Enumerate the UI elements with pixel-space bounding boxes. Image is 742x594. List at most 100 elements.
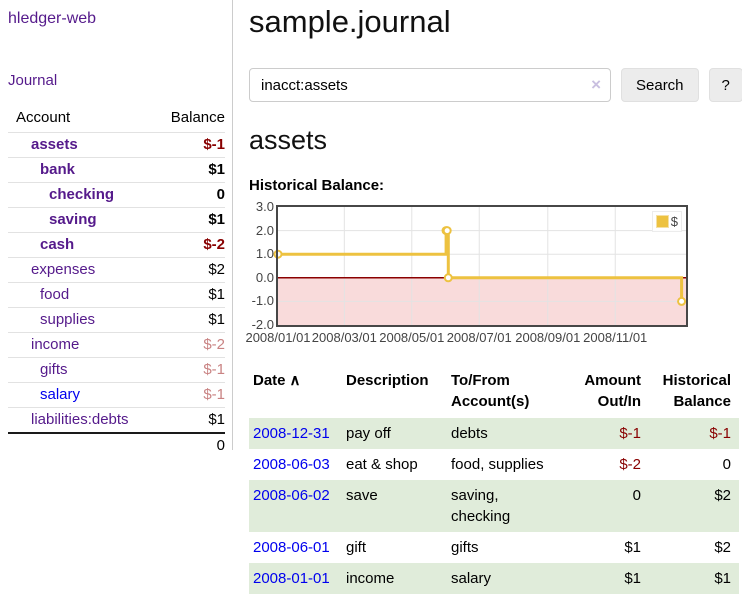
historical-balance-chart-svg [273, 205, 688, 327]
accounts-total-row: 0 [8, 432, 225, 457]
y-axis-tick-label: 2.0 [255, 222, 274, 238]
account-row: checking 0 [8, 182, 225, 208]
transaction-accounts-line: checking [451, 508, 511, 525]
transaction-row: 2008-06-02 save saving, checking 0 $2 [249, 480, 739, 532]
transaction-accounts-line: saving, [451, 487, 499, 504]
y-axis-tick-label: 3.0 [255, 199, 274, 214]
transaction-amount: $-2 [619, 456, 641, 473]
register-col-label: Description [346, 372, 429, 389]
nav-journal-link[interactable]: Journal [8, 72, 58, 89]
register-col-description[interactable]: Description [346, 366, 451, 418]
search-button[interactable]: Search [621, 68, 699, 102]
transaction-row: 2008-12-31 pay off debts $-1 $-1 [249, 418, 739, 449]
accounts-col-account: Account [16, 109, 71, 126]
account-row: bank $1 [8, 157, 225, 183]
transaction-description: pay off [346, 418, 451, 449]
sidebar-account-link[interactable]: liabilities:debts [31, 411, 129, 428]
account-row: cash $-2 [8, 232, 225, 258]
search-help-button[interactable]: ? [708, 68, 742, 102]
chart-y-labels: 3.0 2.0 1.0 0.0 -1.0 -2.0 [249, 200, 274, 332]
account-balance: $2 [157, 257, 225, 283]
sidebar-account-link[interactable]: food [40, 286, 70, 303]
transaction-amount: $1 [624, 539, 641, 556]
account-balance: $-1 [157, 132, 225, 158]
register-col-label: Date [253, 372, 286, 389]
register-col-label: Amount [584, 372, 641, 389]
sidebar-account-link[interactable]: income [31, 336, 80, 353]
transaction-date-link[interactable]: 2008-01-01 [253, 570, 330, 587]
account-balance: $1 [157, 407, 225, 433]
account-balance: $1 [157, 307, 225, 333]
sidebar-account-link[interactable]: assets [31, 136, 78, 153]
transaction-balance: $2 [714, 539, 731, 556]
sidebar-account-link[interactable]: gifts [40, 361, 68, 378]
x-axis-tick-label: 2008/05/01 [379, 330, 445, 345]
register-col-to/from-account(s)[interactable]: To/From Account(s) [451, 366, 577, 418]
transaction-date-link[interactable]: 2008-06-03 [253, 456, 330, 473]
account-row: gifts $-1 [8, 357, 225, 383]
clear-search-icon[interactable]: × [591, 75, 601, 94]
transaction-date-link[interactable]: 2008-12-31 [253, 425, 330, 442]
x-axis-tick-label: 2008/09/01 [515, 330, 581, 345]
account-row: liabilities:debts $1 [8, 407, 225, 433]
transaction-balance: 0 [722, 456, 731, 473]
register-col-amount-out/in[interactable]: Amount Out/In [577, 366, 649, 418]
search-bar: × Search ? [249, 68, 742, 102]
sidebar-account-link[interactable]: salary [40, 386, 81, 403]
page-title: sample.journal [249, 4, 451, 39]
transaction-balance: $1 [649, 563, 739, 594]
account-balance: 0 [157, 182, 225, 208]
sidebar-account-link[interactable]: bank [40, 161, 76, 178]
transaction-date-link[interactable]: 2008-06-01 [253, 539, 330, 556]
transaction-description: gift [346, 539, 367, 556]
sidebar-account-link[interactable]: expenses [31, 261, 96, 278]
historical-balance-chart: 3.0 2.0 1.0 0.0 -1.0 -2.0 $ 2008/01/01 2008/03… [245, 200, 695, 348]
account-row: assets $-1 [8, 132, 225, 158]
sort-ascending-icon: ∧ [289, 372, 301, 389]
accounts-total-spacer [8, 432, 158, 457]
account-row: food $1 [8, 282, 225, 308]
x-axis-tick-label: 2008/07/01 [446, 330, 512, 345]
y-axis-tick-label: 0.0 [255, 269, 274, 285]
y-axis-tick-label: 1.0 [255, 246, 274, 262]
account-heading: assets [249, 125, 328, 155]
register-col-label: To/From [451, 372, 510, 389]
account-row: saving $1 [8, 207, 225, 233]
transaction-accounts: food, supplies [451, 449, 577, 480]
sidebar-account-link[interactable]: saving [49, 211, 97, 228]
sidebar-account-link[interactable]: checking [49, 186, 115, 203]
transaction-balance: $-1 [649, 418, 739, 449]
account-row: supplies $1 [8, 307, 225, 333]
transaction-accounts: debts [451, 418, 577, 449]
account-balance: $-1 [157, 382, 225, 408]
account-row: income $-2 [8, 332, 225, 358]
transaction-balance: $2 [649, 480, 739, 532]
transaction-row: 2008-01-01 income salary $1 $1 [249, 563, 739, 594]
app-title-link[interactable]: hledger-web [8, 10, 97, 27]
account-balance: $1 [157, 157, 225, 183]
search-input[interactable] [249, 68, 611, 102]
accounts-col-balance: Balance [170, 109, 225, 126]
transaction-row: 2008-06-03 eat & shop food, supplies $-2 0 [249, 449, 739, 480]
register-col-historical-balance[interactable]: Historical Balance [649, 366, 739, 418]
chart-legend: $ [651, 211, 682, 232]
transaction-date-link[interactable]: 2008-06-02 [253, 487, 330, 504]
transaction-accounts-line: food, supplies [451, 456, 544, 473]
transaction-description: income [346, 563, 451, 594]
accounts-total-value: 0 [157, 432, 225, 457]
main-content: sample.journal × Search ? assets Histori… [233, 0, 742, 594]
register-col-label: Balance [673, 393, 731, 410]
transaction-accounts: saving, checking [451, 480, 577, 532]
register-col-date[interactable]: Date ∧ [249, 366, 346, 418]
accounts-table: Account Balance assets $-1 bank $1 checking 0… [8, 107, 225, 457]
transaction-description: eat & shop [346, 456, 418, 473]
sidebar-account-link[interactable]: cash [40, 236, 75, 253]
sidebar-account-link[interactable]: supplies [40, 311, 96, 328]
chart-x-labels: 2008/01/01 2008/03/01 2008/05/01 2008/07/01… [245, 330, 695, 348]
account-balance: $-2 [157, 332, 225, 358]
register-col-label: Account(s) [451, 393, 530, 410]
transaction-accounts: salary [451, 563, 577, 594]
transaction-amount: $1 [577, 563, 649, 594]
account-balance: $1 [157, 282, 225, 308]
